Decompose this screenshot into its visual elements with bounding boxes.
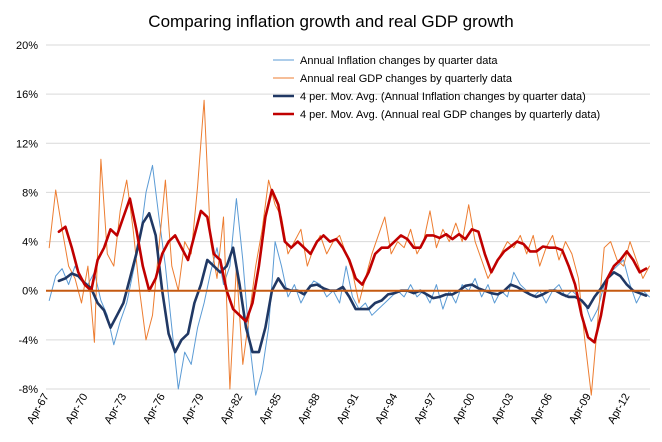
legend-label-inflation: Annual Inflation changes by quarter data <box>300 55 498 67</box>
y-tick-label: 8% <box>22 187 38 199</box>
chart-title: Comparing inflation growth and real GDP … <box>148 12 513 31</box>
y-tick-label: -4% <box>18 335 38 347</box>
y-tick-label: 20% <box>16 40 38 52</box>
y-tick-label: -8% <box>18 384 38 396</box>
y-tick-label: 4% <box>22 237 38 249</box>
legend-label-inflation-mov-avg: 4 per. Mov. Avg. (Annual Inflation chang… <box>300 91 586 103</box>
legend-label-gdp-mov-avg: 4 per. Mov. Avg. (Annual real GDP change… <box>300 109 600 121</box>
y-tick-label: 16% <box>16 89 38 101</box>
y-axis-tick-labels: 20% 16% 12% 8% 4% 0% -4% -8% <box>16 40 38 396</box>
legend-label-gdp: Annual real GDP changes by quarterly dat… <box>300 73 513 85</box>
legend: Annual Inflation changes by quarter data… <box>273 55 600 121</box>
series-line-3 <box>57 188 648 344</box>
series-line-0 <box>48 164 650 396</box>
y-tick-label: 12% <box>16 138 38 150</box>
y-tick-label: 0% <box>22 286 38 298</box>
